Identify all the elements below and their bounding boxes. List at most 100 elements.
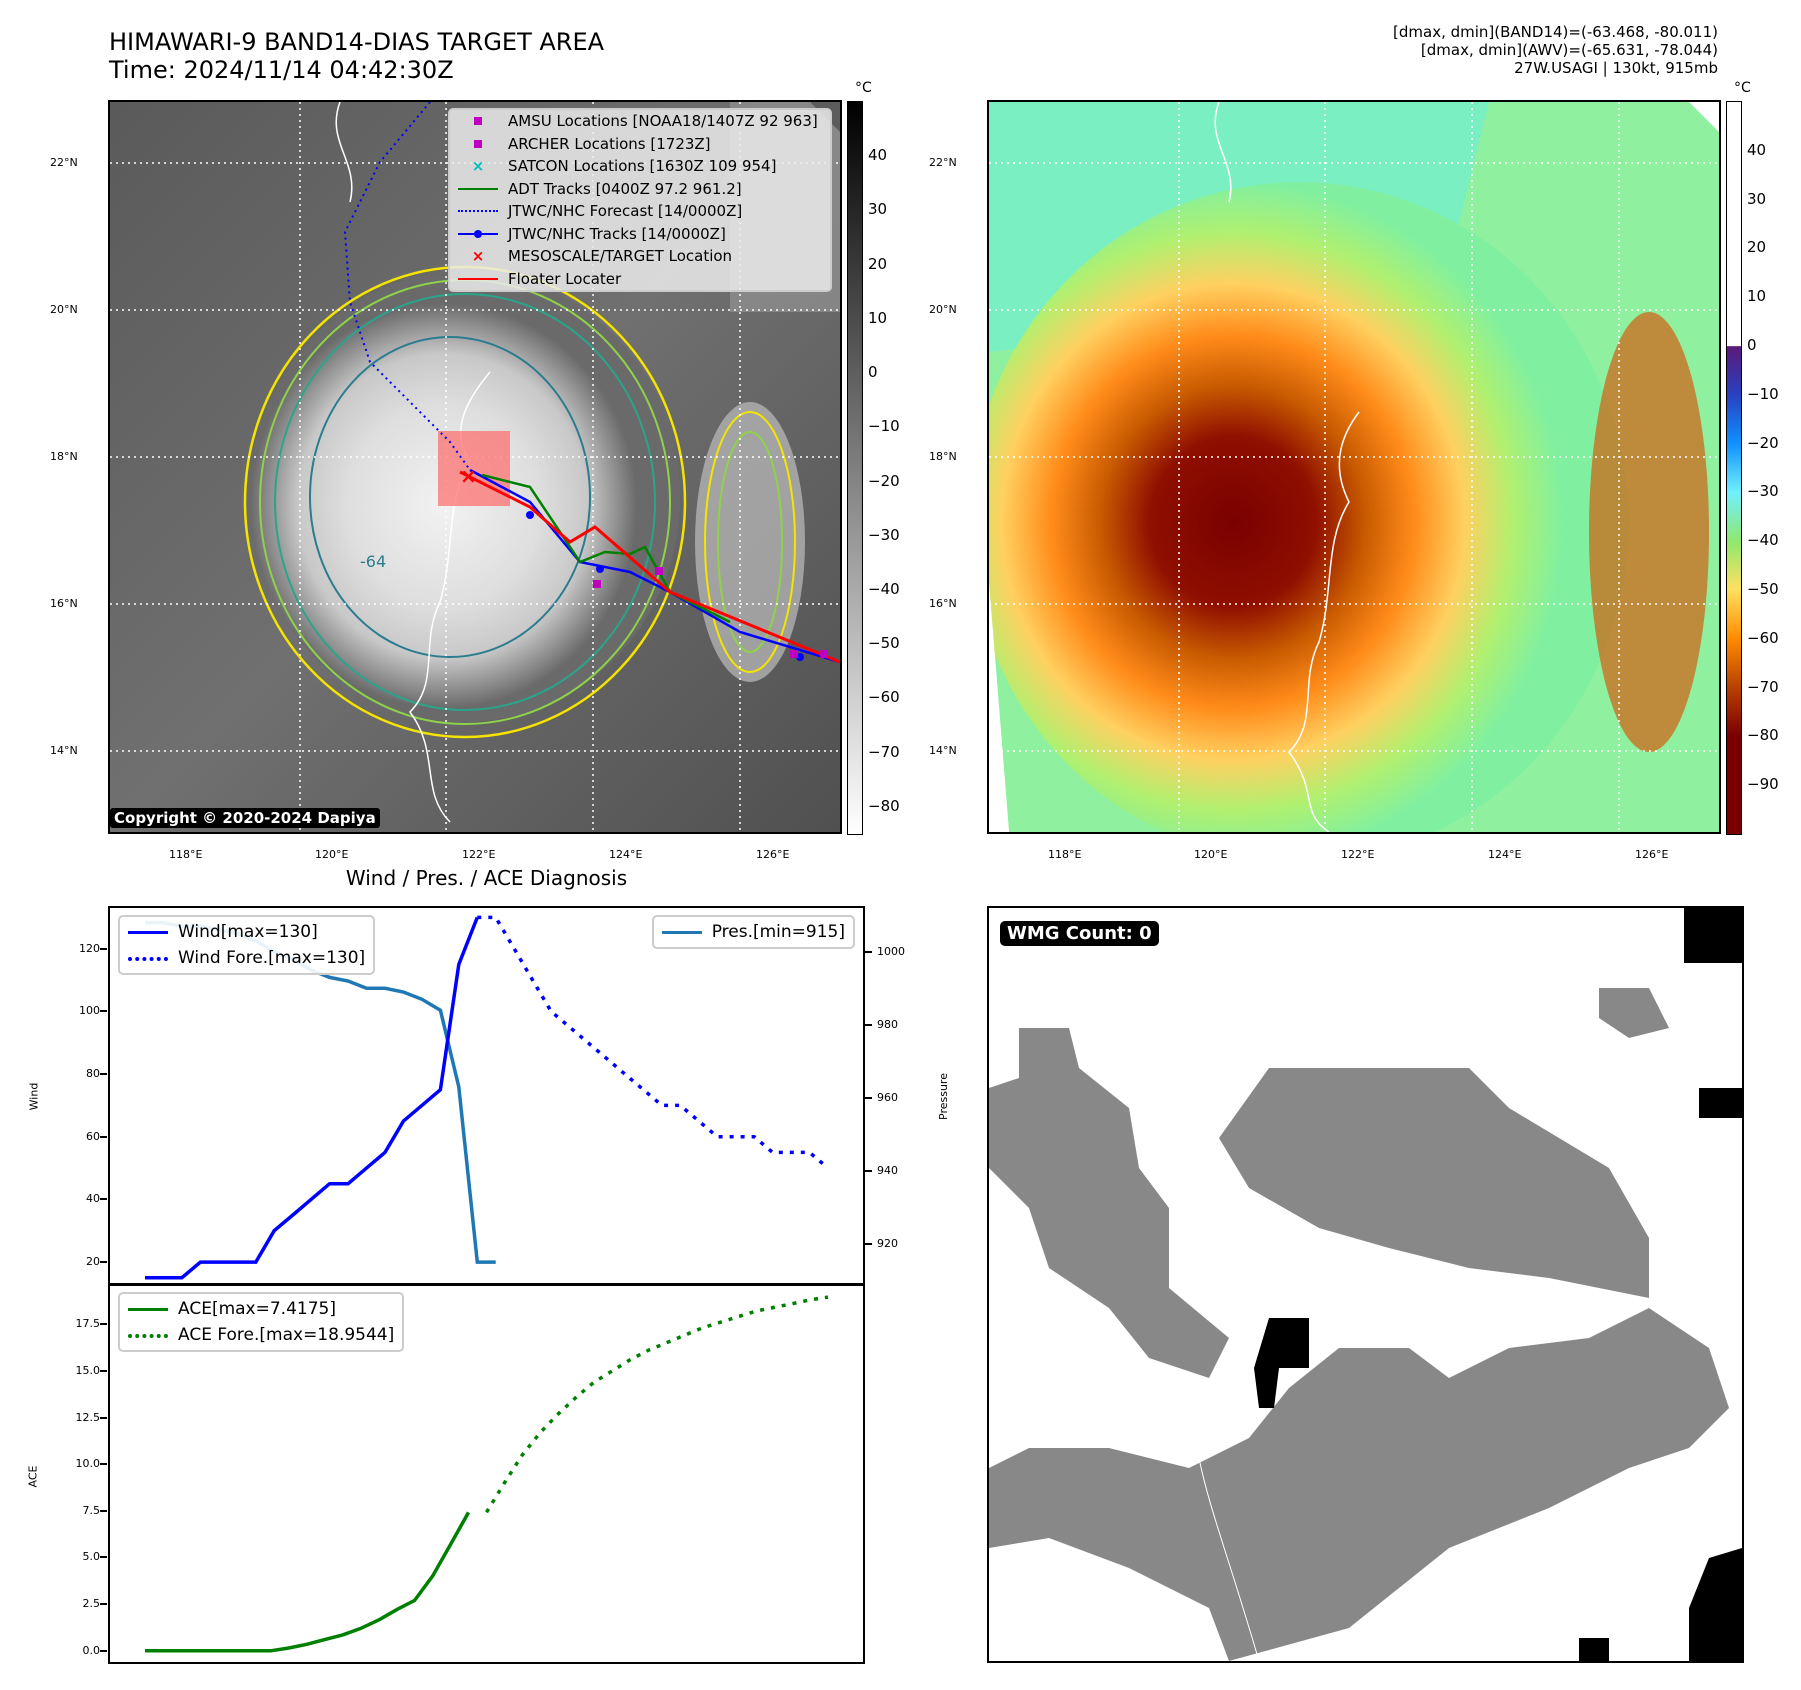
ace-axis-tick-mark [100,1463,107,1466]
x-marker-icon: × [471,157,485,176]
ir-lon-tick: 118°E [169,848,203,861]
legend-jtwc-tracks: JTWC/NHC Tracks [14/0000Z] [450,223,830,246]
wind-pressure-plot: Wind[max=130] Wind Fore.[max=130] Pres.[… [108,906,865,1286]
awv-lon-tick: 126°E [1635,848,1669,861]
ir-lat-tick: 18°N [50,450,78,463]
ir-lon-tick: 126°E [756,848,790,861]
legend-jtwc-forecast: JTWC/NHC Forecast [14/0000Z] [450,200,830,223]
wind-legend: Wind[max=130] Wind Fore.[max=130] [118,915,376,975]
ace-axis-tick: 7.5 [82,1503,101,1517]
pressure-axis-label: Pressure [936,1073,950,1120]
ace-axis-tick-mark [100,1416,107,1419]
contour-blue-teal [309,336,591,658]
line-icon [661,925,702,939]
dotted-line-icon [458,204,498,218]
awv-lon-tick: 124°E [1488,848,1522,861]
wind-axis-tick: 120 [79,941,100,955]
wind-axis-tick: 80 [86,1067,100,1081]
ace-forecast-line [485,1295,829,1514]
ir-colorbar-tick: 0 [868,363,878,382]
jtwc-forecast-track [343,102,471,471]
legend-ace-forecast: ACE Fore.[max=18.9544] [120,1322,394,1348]
ace-axis-tick: 10.0 [75,1457,101,1471]
awv-lat-tick: 14°N [929,744,957,757]
legend-amsu: AMSU Locations [NOAA18/1407Z 92 963] [450,110,830,133]
target-area-box [438,431,510,506]
line-icon [458,272,498,286]
ir-colorbar-unit: °C [855,80,872,96]
wind-axis-tick-mark [100,1073,107,1076]
ir-map-panel: -64 × AMSU Locations [NOAA18/1407Z 92 96… [108,100,842,834]
ace-axis-tick-mark [100,1556,107,1559]
ace-axis-tick: 12.5 [75,1410,101,1424]
wind-line [145,916,479,1280]
awv-lat-tick: 18°N [929,450,957,463]
wmg-gray-regions [989,988,1729,1661]
awv-colorbar-tick: 20 [1747,238,1767,257]
title-line1: HIMAWARI-9 BAND14-DIAS TARGET AREA [109,28,605,56]
awv-colorbar-tick: −50 [1747,580,1779,598]
awv-colorbar-tick: −60 [1747,628,1779,647]
ir-map-legend: AMSU Locations [NOAA18/1407Z 92 963] ARC… [448,108,832,292]
ace-axis-tick-mark [100,1369,107,1372]
storm-cold-cloud-tops [989,182,1629,832]
awv-colorbar-tick: −30 [1747,482,1779,501]
ir-colorbar-tick: −40 [868,580,900,598]
ir-lon-tick: 124°E [609,848,643,861]
line-icon [128,925,168,939]
wmg-black-regions [1254,908,1742,1661]
ace-axis-tick-mark [100,1649,107,1652]
pressure-axis-tick-mark [865,950,872,953]
pressure-legend: Pres.[min=915] [651,915,855,949]
ace-canvas [145,1295,829,1653]
dotted-line-icon [128,1328,168,1342]
ace-axis-tick: 2.5 [82,1597,101,1611]
diagnosis-title: Wind / Pres. / ACE Diagnosis [345,866,628,890]
pressure-axis-tick: 960 [877,1090,898,1104]
wind-axis-tick: 100 [79,1004,100,1018]
ir-lon-tick: 120°E [315,848,349,861]
pressure-axis-tick-mark [865,1096,872,1099]
jtwc-track [469,468,840,664]
ir-colorbar-tick: −30 [868,525,900,544]
ace-axis-tick-mark [100,1603,107,1606]
ir-colorbar-tick: 40 [868,146,888,165]
pressure-axis-tick: 980 [877,1017,898,1031]
ir-colorbar-tick: 10 [868,308,888,327]
awv-colorbar [1726,101,1742,835]
ace-axis-tick: 17.5 [75,1317,101,1331]
target-x-marker: × [460,464,477,488]
wind-axis-tick: 20 [86,1255,100,1269]
ir-colorbar-tick: −80 [868,796,900,815]
awv-colorbar-tick: 10 [1747,287,1767,306]
gridlines [989,102,1719,832]
awv-map-canvas [989,102,1719,832]
coastline [1198,1457,1260,1661]
ace-legend: ACE[max=7.4175] ACE Fore.[max=18.9544] [118,1292,405,1352]
ir-colorbar-tick: −70 [868,742,900,761]
awv-lon-tick: 122°E [1341,848,1375,861]
line-icon [458,182,498,196]
ir-colorbar-tick: −60 [868,688,900,707]
ace-line [145,1511,471,1653]
figure-title: HIMAWARI-9 BAND14-DIAS TARGET AREA Time:… [109,28,604,84]
square-marker-icon [458,137,498,151]
pressure-axis-tick-mark [865,1169,872,1172]
ir-lat-tick: 16°N [50,597,78,610]
ir-lat-tick: 20°N [50,303,78,316]
ir-colorbar-tick: 30 [868,200,888,219]
ir-colorbar [847,101,863,835]
ace-axis-tick: 5.0 [82,1550,101,1564]
ir-colorbar-tick: −10 [868,417,900,436]
legend-ace: ACE[max=7.4175] [120,1296,394,1322]
legend-target: × MESOSCALE/TARGET Location [450,245,830,268]
adt-track [481,473,731,624]
pressure-axis-tick: 1000 [877,944,905,958]
awv-colorbar-tick: −10 [1747,384,1779,403]
pressure-axis-tick: 940 [877,1163,898,1177]
ir-lon-tick: 122°E [462,848,496,861]
awv-colorbar-tick: 0 [1747,336,1757,354]
legend-wind-forecast: Wind Fore.[max=130] [120,945,365,971]
wind-axis-tick: 40 [86,1192,100,1206]
archer-markers [593,567,828,658]
